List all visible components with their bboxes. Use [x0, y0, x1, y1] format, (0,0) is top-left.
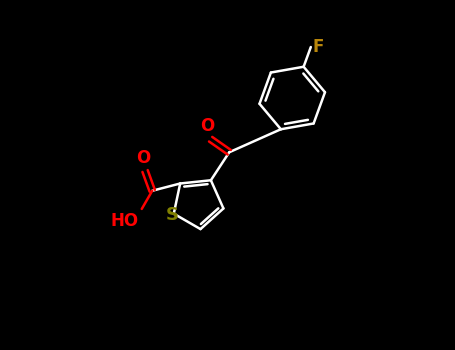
Text: F: F [313, 38, 324, 56]
Text: O: O [136, 149, 151, 167]
Text: O: O [200, 117, 214, 135]
Text: S: S [166, 206, 178, 224]
Text: HO: HO [111, 212, 139, 230]
